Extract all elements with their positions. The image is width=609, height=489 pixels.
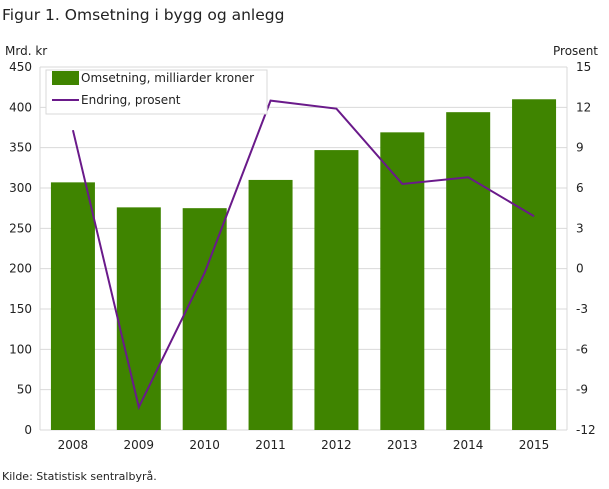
- x-tick-label: 2015: [519, 438, 550, 452]
- y-right-tick-label: -6: [576, 342, 588, 356]
- y-left-tick-label: 400: [9, 100, 32, 114]
- legend-swatch-bar: [52, 71, 79, 85]
- bar-2014: [446, 112, 491, 430]
- bar-2015: [512, 99, 557, 431]
- y-right-tick-label: 15: [576, 60, 591, 74]
- y-right-tick-label: -12: [576, 423, 596, 437]
- y-left-tick-label: 150: [9, 302, 32, 316]
- bar-2008: [50, 182, 95, 430]
- y-left-tick-label: 450: [9, 60, 32, 74]
- bar-2010: [182, 208, 227, 430]
- chart-title: Figur 1. Omsetning i bygg og anlegg: [2, 6, 285, 24]
- line-series-endring: [71, 99, 535, 411]
- y-left-tick-label: 50: [17, 383, 32, 397]
- y-right-tick-label: 12: [576, 100, 591, 114]
- y-right-tick-label: -3: [576, 302, 588, 316]
- bar-2013: [380, 132, 425, 430]
- y-right-tick-label: 6: [576, 181, 584, 195]
- source-note: Kilde: Statistisk sentralbyrå.: [2, 470, 157, 483]
- x-tick-label: 2012: [321, 438, 352, 452]
- y-right-tick-label: 0: [576, 262, 584, 276]
- bar-2011: [248, 179, 293, 430]
- legend-box: [45, 69, 268, 115]
- y-left-tick-label: 0: [24, 423, 32, 437]
- y-right-label: Prosent: [553, 44, 598, 58]
- x-tick-label: 2010: [189, 438, 220, 452]
- y-left-tick-label: 250: [9, 221, 32, 235]
- bar-2009: [116, 207, 161, 430]
- y-right-tick-label: 9: [576, 141, 584, 155]
- x-tick-label: 2009: [124, 438, 155, 452]
- x-tick-label: 2011: [255, 438, 286, 452]
- y-left-tick-label: 300: [9, 181, 32, 195]
- legend-label-bar: Omsetning, milliarder kroner: [81, 71, 254, 85]
- y-right-tick-label: -9: [576, 383, 588, 397]
- y-left-tick-label: 100: [9, 342, 32, 356]
- bar-2012: [314, 150, 359, 430]
- y-left-tick-label: 200: [9, 262, 32, 276]
- legend-label-line: Endring, prosent: [81, 93, 181, 107]
- x-tick-label: 2013: [387, 438, 418, 452]
- y-right-tick-label: 3: [576, 221, 584, 235]
- y-left-tick-label: 350: [9, 141, 32, 155]
- y-left-label: Mrd. kr: [5, 44, 47, 58]
- x-tick-label: 2008: [58, 438, 89, 452]
- x-tick-label: 2014: [453, 438, 484, 452]
